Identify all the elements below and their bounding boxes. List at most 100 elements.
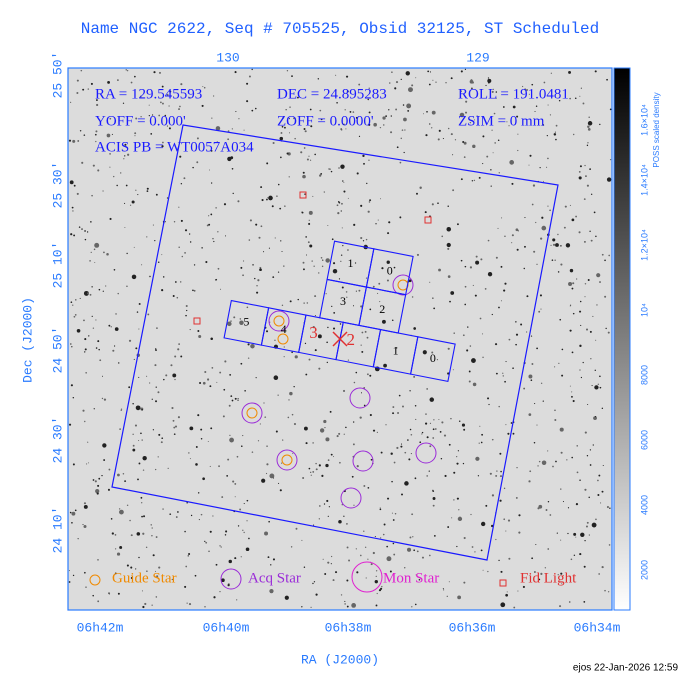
star (365, 277, 368, 279)
star (144, 602, 147, 606)
star (208, 169, 210, 171)
star (607, 331, 610, 334)
star (503, 487, 506, 490)
star (558, 99, 561, 102)
star (344, 603, 346, 605)
star (108, 593, 111, 595)
star (93, 248, 96, 251)
star (132, 444, 135, 447)
star (346, 579, 349, 582)
star (189, 329, 191, 331)
star (599, 123, 601, 126)
star (209, 385, 212, 388)
star (330, 170, 333, 173)
star (346, 522, 348, 525)
star (499, 452, 502, 455)
star (460, 90, 462, 92)
star (186, 502, 188, 504)
star (291, 351, 293, 354)
star (186, 309, 188, 312)
star (495, 538, 497, 541)
star (363, 530, 365, 532)
star (438, 129, 441, 132)
star (158, 433, 161, 436)
star (452, 369, 454, 371)
star (242, 529, 244, 531)
star (102, 443, 107, 448)
star (451, 517, 453, 519)
star (408, 279, 412, 283)
star (399, 161, 402, 164)
star (204, 606, 206, 608)
star (128, 386, 131, 389)
star (411, 84, 414, 87)
star (450, 291, 455, 295)
star (460, 178, 463, 181)
star (84, 420, 86, 423)
star (78, 226, 81, 228)
star (383, 363, 387, 368)
star (126, 69, 129, 72)
star (505, 360, 507, 363)
star (579, 300, 582, 303)
star (239, 320, 244, 325)
star (157, 456, 159, 458)
star (305, 236, 307, 238)
star (494, 343, 498, 346)
star (178, 108, 180, 111)
star (517, 149, 519, 152)
star (162, 141, 164, 144)
star (516, 115, 519, 118)
star (128, 339, 132, 342)
star (234, 557, 237, 560)
star (575, 503, 579, 506)
star (479, 425, 481, 427)
star (587, 121, 593, 126)
star (429, 71, 432, 73)
star (105, 285, 107, 287)
star (310, 606, 312, 608)
star (208, 223, 211, 226)
star (419, 441, 422, 444)
star (251, 109, 254, 112)
star (308, 210, 313, 215)
star (234, 482, 237, 485)
star (485, 504, 488, 507)
star (184, 530, 186, 533)
star (358, 289, 361, 292)
star (480, 258, 483, 261)
star (457, 516, 463, 522)
star (168, 105, 170, 107)
star (442, 137, 444, 140)
star (232, 480, 235, 483)
star (111, 133, 113, 135)
star (353, 223, 356, 226)
star (200, 438, 203, 440)
star (196, 161, 199, 164)
star (468, 380, 471, 383)
legend-acq: Acq Star (248, 570, 301, 586)
info-text: ZOFF = 0.0000' (277, 113, 374, 129)
star (327, 515, 329, 517)
star (561, 583, 563, 585)
star (547, 157, 549, 160)
star (492, 88, 494, 90)
star (500, 470, 502, 473)
star (540, 572, 543, 575)
star (362, 240, 365, 242)
colorbar-label: 1.2×10⁴ (639, 229, 649, 261)
star (356, 172, 359, 175)
star (397, 412, 400, 415)
star (117, 292, 119, 295)
star (327, 561, 330, 564)
star (118, 508, 121, 510)
star (569, 305, 571, 307)
star (308, 358, 311, 361)
star (485, 84, 487, 87)
star (281, 462, 283, 464)
star (352, 421, 355, 423)
star (574, 97, 577, 100)
star (310, 125, 313, 128)
star (471, 180, 474, 182)
star (204, 540, 206, 542)
